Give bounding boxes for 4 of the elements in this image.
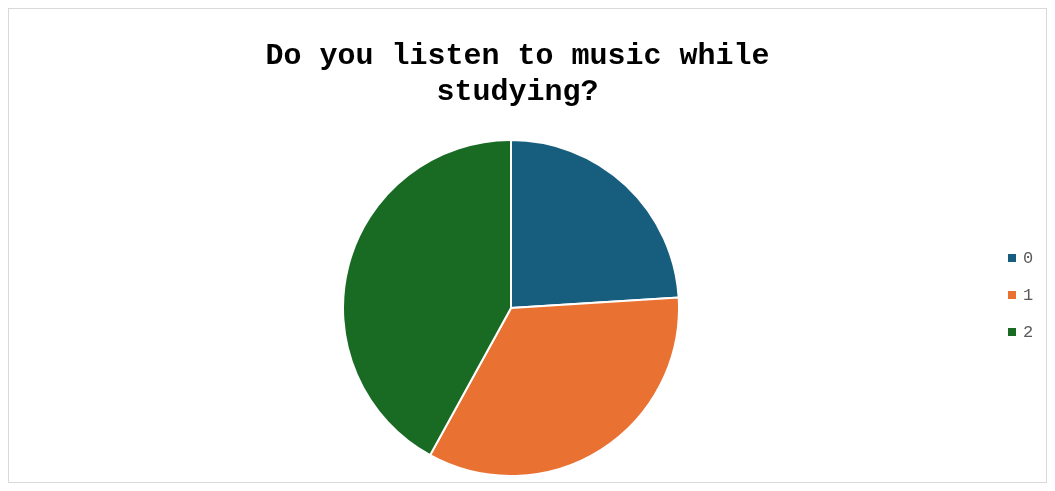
legend-label: 2 (1023, 323, 1034, 342)
chart-title: Do you listen to music while studying? (265, 39, 770, 109)
legend-label: 0 (1023, 249, 1034, 268)
legend-label: 1 (1023, 286, 1034, 305)
